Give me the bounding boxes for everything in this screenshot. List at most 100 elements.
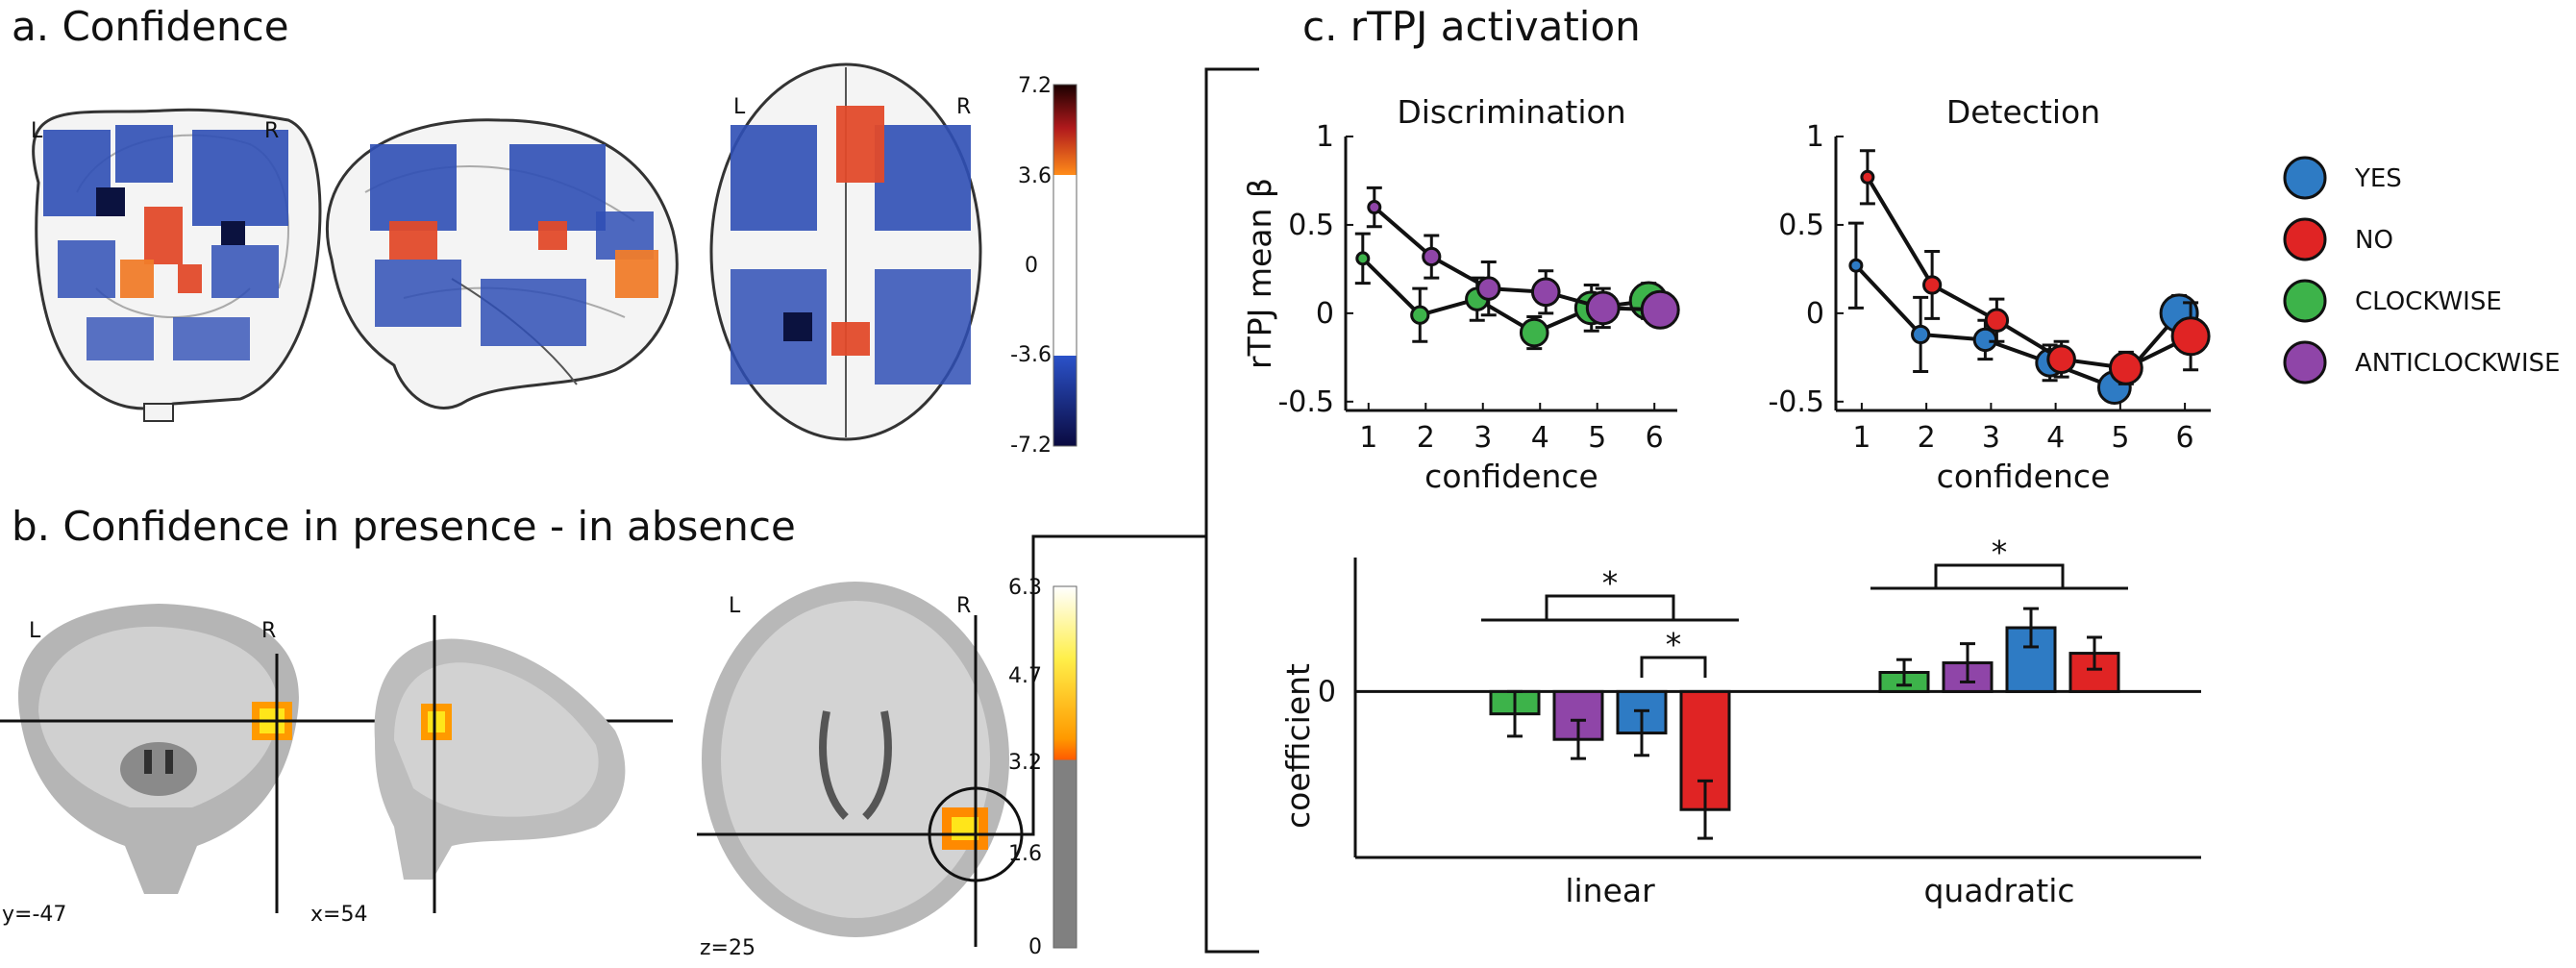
data-point: [1972, 327, 1998, 353]
colorbar-b-tick: 3.2: [1008, 751, 1042, 775]
x-axis-label: confidence: [1424, 458, 1598, 495]
y-tick-label: 0: [1316, 297, 1334, 331]
panel-a-glass-brains: L R L: [31, 62, 982, 441]
significance-bracket: [1545, 594, 1675, 620]
a-axial-right-label: R: [956, 95, 971, 119]
series-line: [1373, 206, 1661, 312]
data-point: [1367, 200, 1382, 215]
y-axis-label: coefficient: [1279, 663, 1317, 829]
data-point: [1640, 289, 1680, 330]
b-coord-x: x=54: [310, 903, 367, 927]
significance-star: *: [1602, 564, 1619, 602]
legend-label: ANTICLOCKWISE: [2355, 349, 2561, 378]
data-point: [1422, 246, 1442, 267]
x-tick-label: 6: [1646, 421, 1664, 455]
colorbar-a-tick: 3.6: [1018, 164, 1052, 188]
colorbar-b-tick: 6.3: [1008, 576, 1042, 600]
glass-brain-sagittal: [325, 118, 679, 410]
x-tick-label: 3: [1982, 421, 2000, 455]
y-tick-label: 0: [1806, 297, 1824, 331]
mri-coronal-slice: L R y=-47: [0, 604, 673, 927]
x-tick-label: 2: [1918, 421, 1936, 455]
y-tick-label: 1: [1806, 120, 1824, 154]
colorbar-b: 6.3 4.7 3.2 1.6 0: [1008, 576, 1077, 959]
x-tick-label: 3: [1474, 421, 1492, 455]
colorbar-a-tick: 0: [1025, 254, 1038, 278]
colorbar-a-tick: -3.6: [1010, 343, 1052, 367]
y-tick-label: -0.5: [1768, 385, 1824, 419]
x-tick-label: 4: [1531, 421, 1549, 455]
glass-brain-coronal: L R: [31, 108, 322, 422]
legend-swatch: [2283, 340, 2327, 385]
data-point: [1860, 169, 1875, 185]
data-point: [1911, 324, 1931, 345]
y-tick-label: 0: [1318, 675, 1336, 708]
data-point: [1530, 277, 1561, 308]
significance-star: *: [1992, 534, 2008, 571]
data-point: [1410, 305, 1430, 325]
panel-b-slices: L R y=-47 x=54 L R z=25: [0, 582, 1024, 960]
significance-bracket: [1640, 656, 1707, 678]
data-point: [2170, 316, 2211, 357]
x-tick-label: 5: [2111, 421, 2129, 455]
legend-label: YES: [2354, 164, 2402, 193]
colorbar-a: 7.2 3.6 0 -3.6 -7.2: [1010, 74, 1077, 458]
colorbar-b-tick: 0: [1028, 935, 1042, 959]
legend-label: CLOCKWISE: [2355, 287, 2502, 316]
colorbar-a-tick: -7.2: [1010, 434, 1052, 458]
x-tick-label: 5: [1588, 421, 1606, 455]
panel-c-title: c. rTPJ activation: [1302, 3, 1641, 50]
x-tick-label: 4: [2046, 421, 2065, 455]
panel-b-title: b. Confidence in presence - in absence: [12, 503, 796, 550]
connector-bracket: [976, 67, 1259, 954]
legend-swatch: [2283, 279, 2327, 323]
mri-sagittal-slice: x=54: [310, 615, 626, 927]
b-coord-y: y=-47: [2, 903, 66, 927]
significance-star: *: [1666, 626, 1682, 663]
data-point: [2108, 350, 2143, 385]
data-point: [1984, 308, 2010, 333]
discrimination-chart: 1 0.5 0 -0.5 1 2 3 4 5 6 Discrimination confidence r…: [1241, 93, 1680, 495]
b-coronal-right-label: R: [261, 619, 276, 643]
chart-title: Detection: [1946, 93, 2100, 131]
y-axis-label: rTPJ mean β: [1241, 178, 1278, 369]
data-point: [1476, 276, 1501, 301]
b-axial-left-label: L: [729, 594, 741, 618]
colorbar-b-tick: 4.7: [1008, 664, 1042, 688]
y-tick-label: -0.5: [1277, 385, 1334, 419]
y-tick-label: 0.5: [1778, 209, 1824, 242]
legend-swatch: [2283, 156, 2327, 200]
x-tick-label: 2: [1417, 421, 1435, 455]
x-tick-label: 1: [1852, 421, 1870, 455]
b-axial-right-label: R: [956, 594, 971, 618]
data-point: [1519, 317, 1549, 348]
chart-title: Discrimination: [1397, 93, 1625, 131]
glass-brain-axial: L R: [709, 62, 982, 441]
colorbar-a-tick: 7.2: [1018, 74, 1052, 98]
x-tick-label: 6: [2176, 421, 2194, 455]
legend: YES NO CLOCKWISE ANTICLOCKWISE: [2283, 156, 2561, 385]
significance-bracket: [1934, 563, 2065, 588]
mri-axial-slice: L R z=25: [697, 582, 1024, 960]
a-coronal-right-label: R: [264, 119, 279, 143]
b-coord-z: z=25: [700, 936, 755, 960]
colorbar-b-tick: 1.6: [1008, 842, 1042, 866]
data-point: [1848, 258, 1864, 273]
a-coronal-left-label: L: [31, 119, 43, 143]
panel-a-title: a. Confidence: [12, 3, 289, 50]
y-tick-label: 1: [1316, 120, 1334, 154]
data-point: [1355, 251, 1371, 266]
data-point: [2046, 344, 2076, 374]
x-tick-label: quadratic: [1923, 872, 2074, 909]
a-axial-left-label: L: [733, 95, 746, 119]
x-axis-label: confidence: [1937, 458, 2111, 495]
legend-swatch: [2283, 217, 2327, 261]
x-tick-label: 1: [1359, 421, 1377, 455]
data-point: [1585, 290, 1621, 326]
legend-label: NO: [2355, 226, 2393, 255]
detection-chart: 1 0.5 0 -0.5 1 2 3 4 5 6 Detection confidence: [1768, 93, 2211, 495]
b-coronal-left-label: L: [29, 619, 41, 643]
x-tick-label: linear: [1565, 872, 1655, 909]
